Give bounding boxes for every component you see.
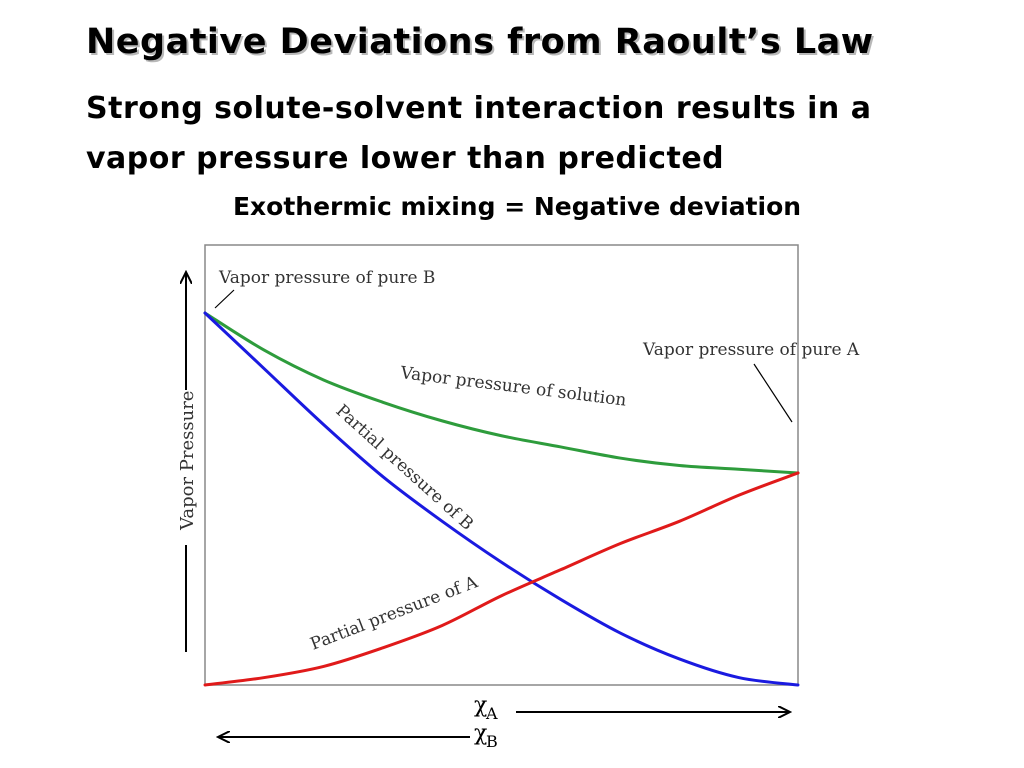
series-line-solution (203, 311, 800, 475)
annotation-pure-a: Vapor pressure of pure A (642, 340, 860, 360)
y-axis-label: Vapor Pressure (177, 391, 198, 531)
x-axis-label-chi-b-sub: B (486, 732, 498, 751)
annotation-pure-b: Vapor pressure of pure B (218, 268, 435, 288)
series-layer (203, 311, 800, 687)
series-line-partial-a (203, 471, 800, 687)
series-label-solution: Vapor pressure of solution (398, 363, 627, 411)
slide-subtitle: Strong solute-solvent interaction result… (86, 91, 872, 176)
x-axis-label-chi-a-sub: A (485, 704, 498, 723)
annotation-pure-b-leader (214, 289, 235, 309)
series-line-partial-b (203, 311, 800, 687)
slide-caption: Exothermic mixing = Negative deviation (232, 192, 802, 221)
plot-frame (204, 244, 799, 686)
x-axis-label-chi-a: χ (474, 693, 487, 718)
annotation-pure-a-leader (753, 363, 793, 423)
x-axis-label-chi-b: χ (474, 721, 487, 746)
slide-title: Negative Deviations from Raoult’s Law (86, 22, 874, 62)
series-label-partial-b: Partial pressure of B (332, 401, 477, 535)
